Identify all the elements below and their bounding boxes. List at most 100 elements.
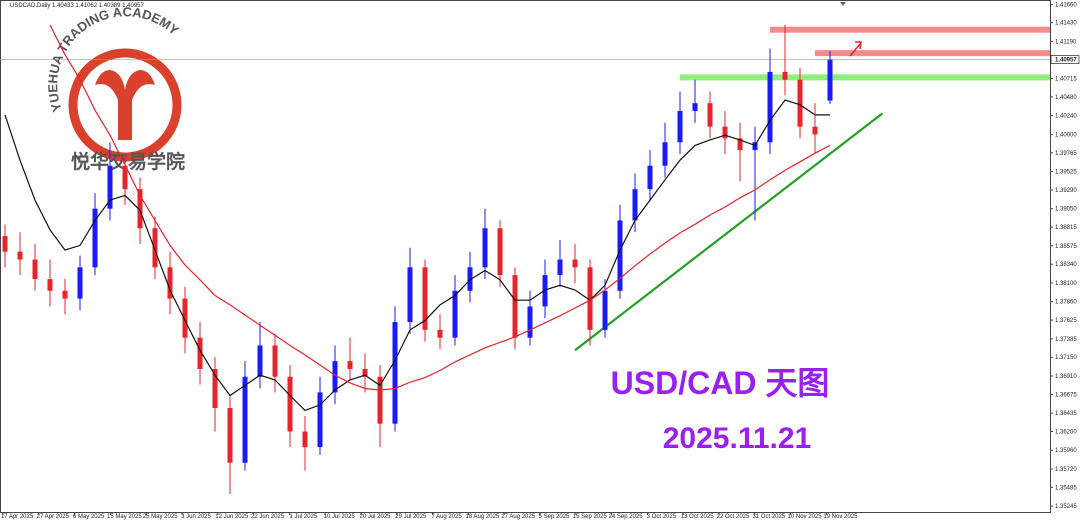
candle-body bbox=[692, 103, 698, 111]
y-tick-label: 1.38100 bbox=[1055, 281, 1077, 287]
level-zone bbox=[680, 74, 1050, 81]
symbol: USDCAD,Daily bbox=[10, 3, 50, 9]
candle-body bbox=[47, 279, 53, 291]
x-tick-label: 3 Oct 2025 bbox=[647, 514, 677, 520]
candle-body bbox=[722, 126, 728, 139]
candle-body bbox=[332, 361, 338, 393]
candle-body bbox=[827, 59, 833, 101]
y-tick-label: 1.36435 bbox=[1055, 411, 1077, 417]
candle-body bbox=[587, 267, 593, 330]
candle-body bbox=[482, 228, 488, 268]
candle-body bbox=[62, 290, 68, 299]
x-tick-label: 27 Aug 2025 bbox=[501, 514, 535, 520]
candle-body bbox=[377, 376, 383, 424]
x-tick-label: 18 Aug 2025 bbox=[466, 514, 500, 520]
candle-body bbox=[647, 165, 653, 190]
level-zone bbox=[770, 26, 1050, 33]
x-tick-label: 25 May 2025 bbox=[143, 514, 178, 520]
candle-body bbox=[812, 126, 818, 135]
y-tick-label: 1.40715 bbox=[1055, 77, 1077, 83]
x-tick-label: 15 May 2025 bbox=[107, 514, 142, 520]
y-tick-label: 1.35245 bbox=[1055, 504, 1077, 510]
x-tick-label: 24 Sep 2025 bbox=[609, 514, 644, 520]
candle-body bbox=[662, 142, 668, 166]
y-tick-label: 1.40480 bbox=[1055, 95, 1077, 101]
header-low: 1.40389 bbox=[99, 3, 121, 9]
candle-body bbox=[422, 267, 428, 330]
candle-body bbox=[287, 376, 293, 432]
x-tick-label: 12 Jun 2025 bbox=[215, 514, 249, 520]
candle-body bbox=[167, 267, 173, 299]
candle-body bbox=[152, 228, 158, 268]
y-tick-label: 1.37860 bbox=[1055, 300, 1077, 306]
candle-body bbox=[257, 345, 263, 377]
y-tick-label: 1.40240 bbox=[1055, 114, 1077, 120]
x-tick-label: 6 May 2025 bbox=[73, 514, 105, 520]
y-tick-label: 1.40000 bbox=[1055, 132, 1077, 138]
x-tick-label: 1 Jul 2025 bbox=[290, 514, 318, 520]
x-tick-label: 22 Oct 2025 bbox=[717, 514, 750, 520]
header: USDCAD,Daily 1.40433 1.41062 1.40389 1.4… bbox=[10, 3, 144, 9]
y-tick-label: 1.35720 bbox=[1055, 467, 1077, 473]
candle-body bbox=[92, 208, 98, 268]
x-tick-label: 15 Sep 2025 bbox=[573, 514, 608, 520]
arrow bbox=[849, 41, 862, 57]
moving-average bbox=[4, 99, 830, 412]
x-tick-label: 20 Jul 2025 bbox=[359, 514, 391, 520]
candle-body bbox=[752, 142, 758, 151]
candle-body bbox=[392, 322, 398, 424]
y-tick-label: 1.37385 bbox=[1055, 337, 1077, 343]
candle-body bbox=[32, 259, 38, 280]
candle-body bbox=[602, 290, 608, 330]
candle-body bbox=[677, 110, 683, 143]
y-tick-label: 1.39525 bbox=[1055, 170, 1077, 176]
x-tick-label: 10 Nov 2025 bbox=[788, 514, 823, 520]
y-tick-label: 1.39765 bbox=[1055, 151, 1077, 157]
candle-body bbox=[347, 361, 353, 369]
candle-body bbox=[272, 345, 278, 377]
candle-body bbox=[2, 236, 8, 252]
chart-title: USD/CAD 天图 bbox=[611, 365, 830, 401]
x-tick-label: 27 Apr 2025 bbox=[37, 514, 70, 520]
y-tick-label: 1.41660 bbox=[1055, 3, 1077, 9]
candle-body bbox=[107, 165, 113, 209]
candle-body bbox=[632, 189, 638, 221]
candle-body bbox=[242, 376, 248, 463]
dropdown-icon bbox=[840, 2, 846, 6]
candle-body bbox=[227, 408, 233, 463]
candle-body bbox=[767, 71, 773, 143]
y-tick-label: 1.36675 bbox=[1055, 392, 1077, 398]
x-tick-label: 22 Jun 2025 bbox=[251, 514, 285, 520]
y-tick-label: 1.41190 bbox=[1055, 39, 1077, 45]
header-close: 1.40957 bbox=[122, 3, 144, 9]
candle-body bbox=[527, 306, 533, 338]
level-zone bbox=[815, 50, 1050, 57]
candle-body bbox=[317, 392, 323, 448]
candle-body bbox=[512, 275, 518, 338]
candle-body bbox=[452, 290, 458, 338]
x-tick-label: 10 Jul 2025 bbox=[324, 514, 356, 520]
price-label: 1.40957 bbox=[1055, 58, 1077, 64]
candle-body bbox=[137, 189, 143, 229]
candle-body bbox=[557, 259, 563, 276]
moving-average bbox=[49, 24, 831, 391]
y-tick-label: 1.39050 bbox=[1055, 207, 1077, 213]
y-tick-label: 1.36200 bbox=[1055, 429, 1077, 435]
trendline bbox=[574, 112, 884, 352]
y-tick-label: 1.39290 bbox=[1055, 188, 1077, 194]
candle-body bbox=[467, 267, 473, 291]
candle-body bbox=[77, 267, 83, 299]
candle-body bbox=[617, 220, 623, 291]
x-tick-label: 19 Nov 2025 bbox=[823, 514, 858, 520]
x-tick-label: 29 Jul 2025 bbox=[395, 514, 427, 520]
candle-body bbox=[212, 368, 218, 409]
y-tick-label: 1.38815 bbox=[1055, 225, 1077, 231]
candle-body bbox=[362, 368, 368, 377]
candle-body bbox=[122, 165, 128, 190]
candle-body bbox=[497, 228, 503, 276]
y-tick-label: 1.37150 bbox=[1055, 355, 1077, 361]
candle-body bbox=[407, 267, 413, 323]
y-tick-label: 1.35960 bbox=[1055, 448, 1077, 454]
y-tick-label: 1.37625 bbox=[1055, 318, 1077, 324]
